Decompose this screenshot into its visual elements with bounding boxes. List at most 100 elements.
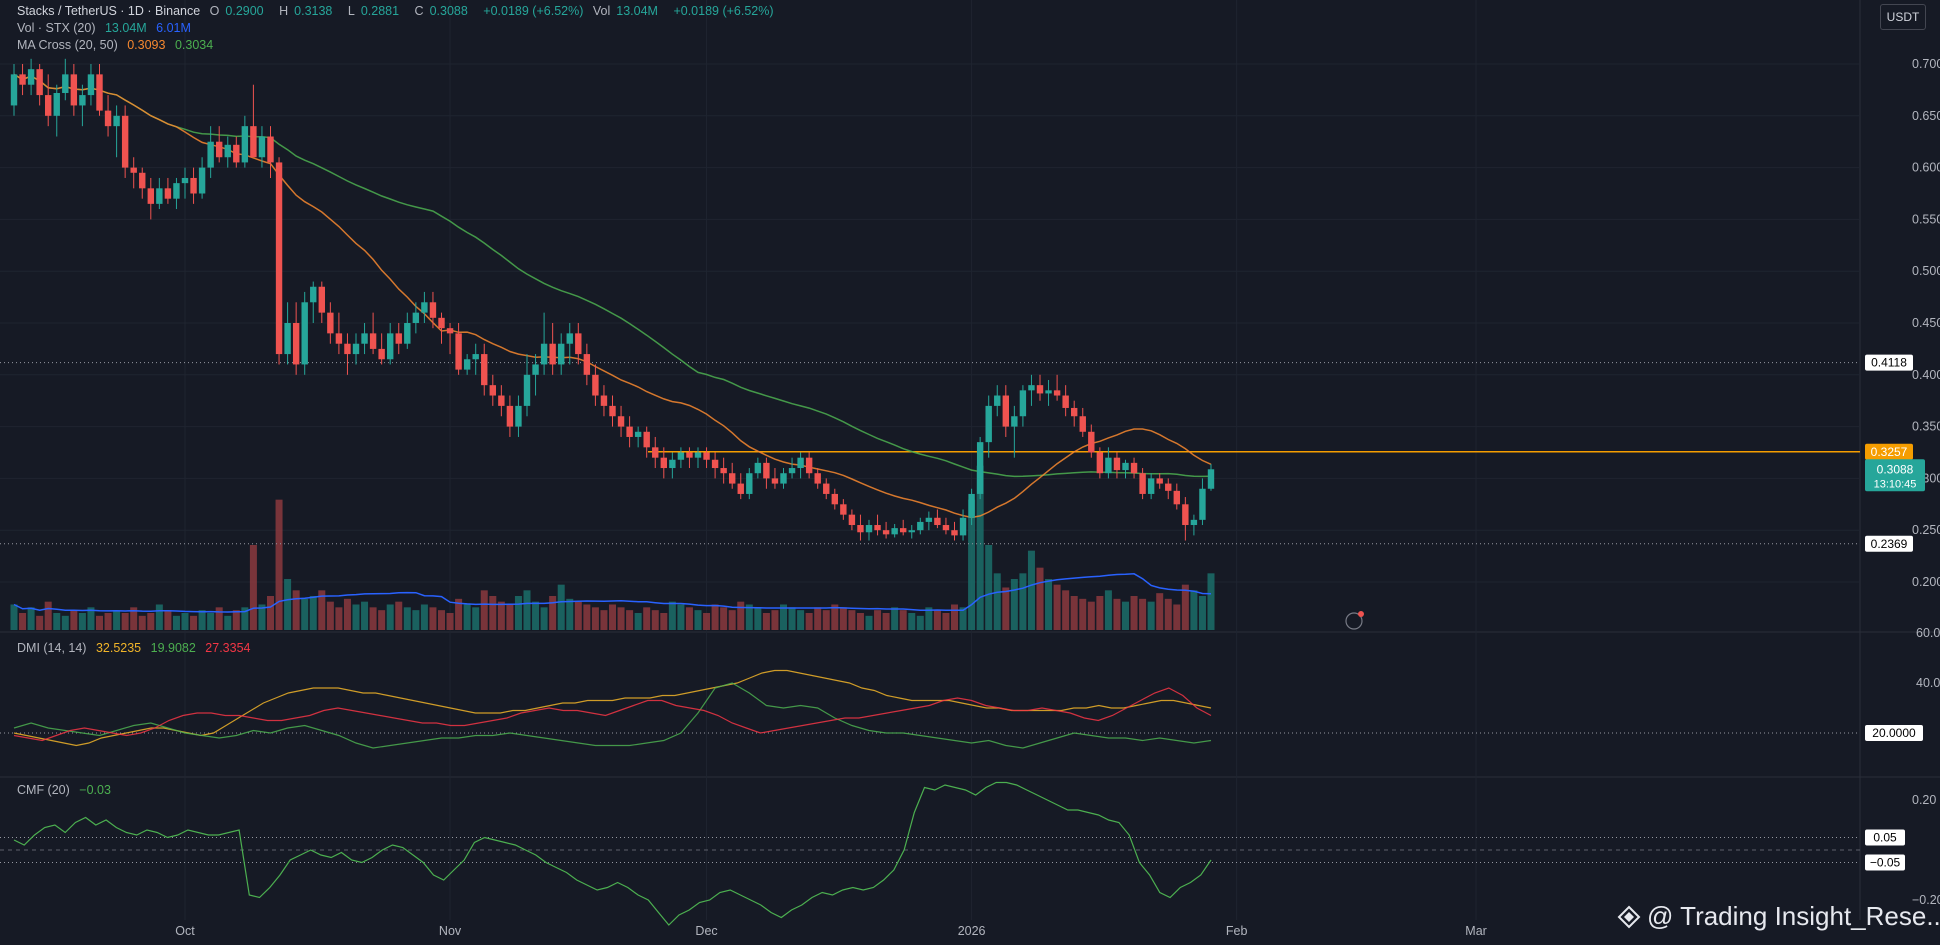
ohlc-close: C 0.3088 bbox=[414, 4, 468, 18]
volume-bar bbox=[267, 596, 274, 630]
volume-bar bbox=[959, 607, 967, 630]
volume-bar bbox=[814, 607, 822, 630]
cmf-level-label: −0.05 bbox=[1870, 856, 1901, 870]
candle-body bbox=[925, 517, 933, 522]
candle-body bbox=[113, 115, 120, 127]
volume-bar bbox=[130, 607, 138, 630]
candle-body bbox=[711, 459, 719, 469]
candle-body bbox=[951, 530, 958, 536]
ma-legend-slow: 0.3034 bbox=[174, 38, 214, 52]
volume-bar bbox=[53, 613, 61, 630]
volume-bar bbox=[1181, 584, 1189, 630]
volume-legend: Vol · STX (20) 13.04M 6.01M bbox=[17, 21, 197, 35]
volume-bar bbox=[1122, 601, 1129, 630]
volume-bar bbox=[446, 613, 454, 630]
dmi-level-label: 20.0000 bbox=[1872, 726, 1916, 740]
volume-bar bbox=[472, 607, 480, 630]
last-price-label: 0.3088 bbox=[1877, 462, 1914, 476]
candle-body bbox=[412, 312, 420, 323]
price-tick-label: 0.2000 bbox=[1912, 575, 1940, 589]
candle-body bbox=[1062, 395, 1069, 408]
time-axis-label: Nov bbox=[439, 924, 462, 938]
candle-body bbox=[643, 431, 650, 448]
volume-bar bbox=[1019, 573, 1027, 630]
dmi-legend-minus-di: 27.3354 bbox=[205, 641, 251, 655]
candle-body bbox=[284, 323, 291, 355]
dmi-level-label-bg bbox=[1865, 725, 1923, 741]
volume-bar bbox=[361, 601, 369, 630]
candle-body bbox=[489, 385, 496, 396]
candle-body bbox=[250, 126, 257, 158]
volume-bar bbox=[951, 604, 958, 630]
volume-bar bbox=[1079, 598, 1087, 630]
candle-body bbox=[686, 452, 693, 458]
candle-body bbox=[814, 473, 821, 484]
candle-body bbox=[369, 333, 377, 349]
volume-bar bbox=[1062, 590, 1070, 630]
volume-bar bbox=[78, 613, 86, 630]
volume-bar bbox=[694, 610, 702, 630]
candle-body bbox=[652, 447, 659, 458]
candle-body bbox=[754, 462, 762, 474]
candle-body bbox=[788, 468, 796, 474]
candle-body bbox=[1105, 457, 1112, 474]
volume-bar bbox=[207, 613, 215, 630]
volume-bar bbox=[968, 499, 976, 630]
volume-legend-ma: 6.01M bbox=[156, 21, 191, 35]
volume-bar bbox=[403, 607, 411, 630]
volume-bar bbox=[737, 601, 745, 630]
dmi-legend-label: DMI (14, 14) bbox=[17, 641, 87, 655]
candle-body bbox=[438, 317, 445, 329]
symbol-title: Stacks / TetherUS · 1D · Binance bbox=[17, 4, 201, 18]
candle-body bbox=[1036, 385, 1044, 394]
candle-body bbox=[968, 493, 975, 518]
volume-bar bbox=[925, 607, 933, 630]
volume-bar bbox=[301, 598, 309, 630]
candle-body bbox=[62, 74, 69, 94]
volume-bar bbox=[1096, 596, 1104, 630]
volume-bar bbox=[651, 610, 659, 630]
candle-body bbox=[173, 183, 180, 199]
cmf-tick-label: −0.20 bbox=[1912, 893, 1940, 907]
volume-bar bbox=[1027, 550, 1035, 630]
volume-bar bbox=[70, 610, 78, 630]
volume-bar bbox=[882, 613, 890, 630]
volume-bar bbox=[848, 610, 856, 630]
candle-body bbox=[566, 333, 573, 344]
volume-bar bbox=[540, 607, 548, 630]
cmf-legend-label: CMF (20) bbox=[17, 783, 70, 797]
candle-body bbox=[378, 348, 385, 360]
volume-bar bbox=[36, 615, 44, 630]
candle-body bbox=[1019, 390, 1027, 417]
volume-bar bbox=[113, 610, 121, 630]
dmi-legend-plus-di: 19.9082 bbox=[150, 641, 196, 655]
volume-bar bbox=[249, 545, 257, 630]
price-line-label-bg bbox=[1865, 443, 1913, 460]
countdown-label: 13:10:45 bbox=[1874, 478, 1917, 490]
volume-bar bbox=[190, 615, 198, 630]
volume-bar bbox=[856, 613, 864, 630]
volume-bar bbox=[942, 613, 950, 630]
volume-bar bbox=[386, 604, 394, 630]
volume-bar bbox=[164, 610, 172, 630]
candle-body bbox=[1130, 462, 1138, 474]
volume-bar bbox=[480, 590, 488, 630]
replay-icon bbox=[1345, 612, 1363, 630]
time-axis-label: Mar bbox=[1465, 924, 1487, 938]
ma-slow-line bbox=[13, 73, 1212, 478]
volume-bar bbox=[1070, 596, 1078, 630]
candle-body bbox=[1190, 519, 1198, 526]
volume-bar bbox=[438, 610, 445, 630]
currency-button[interactable]: USDT bbox=[1880, 4, 1926, 30]
candle-body bbox=[1096, 452, 1104, 474]
volume-bar bbox=[121, 613, 129, 630]
volume-bar bbox=[335, 607, 343, 630]
ohlc-open: O 0.2900 bbox=[209, 4, 264, 18]
volume-bar bbox=[720, 607, 728, 630]
volume-bar bbox=[1139, 598, 1147, 630]
price-line-label: 0.4118 bbox=[1871, 356, 1907, 370]
candle-body bbox=[523, 374, 531, 406]
